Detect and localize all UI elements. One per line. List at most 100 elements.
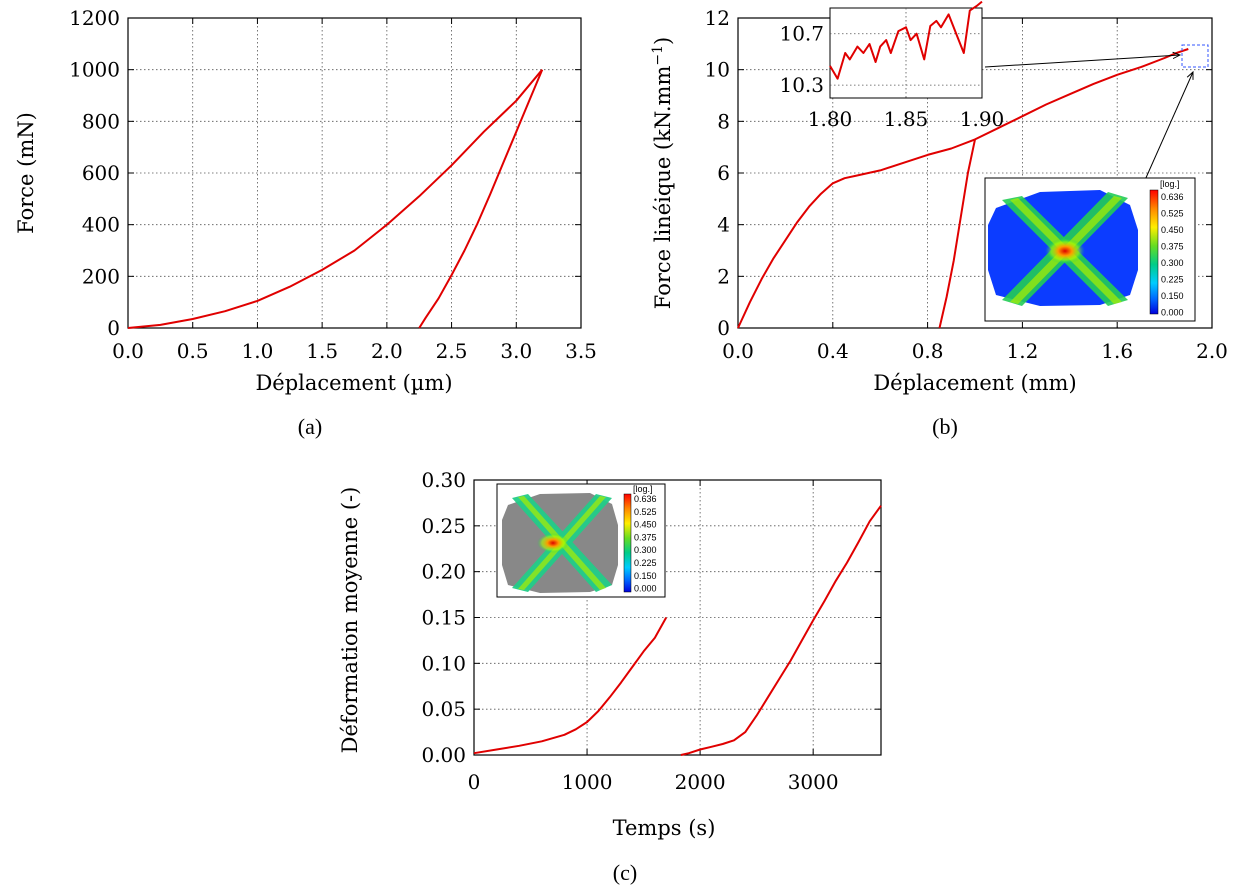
chart-c-colorbar-label: 0.300	[634, 545, 657, 555]
chart-c-xtick-label: 2000	[675, 770, 726, 794]
chart-b-series-1-line	[938, 139, 976, 329]
chart-a-series-0-line	[127, 69, 543, 329]
chart-c-ytick-label: 0.00	[421, 743, 466, 767]
chart-c-xtick-label: 0	[468, 770, 481, 794]
chart-b-xlabel: Déplacement (mm)	[873, 371, 1076, 395]
chart-a-yticks: 0 200 400 600 800 1000 1200	[69, 6, 581, 340]
chart-b-xtick-label: 1.6	[1101, 339, 1133, 363]
chart-b-xtick-label: 0.0	[722, 339, 754, 363]
chart-b-ytick-label: 6	[717, 161, 730, 185]
chart-b-ytick-label: 12	[705, 6, 730, 30]
chart-a-xtick-label: 3.0	[500, 339, 532, 363]
chart-b-map-arrow	[1144, 72, 1193, 181]
chart-a-ytick-label: 1000	[69, 58, 120, 82]
chart-c-colorbar-label: 0.225	[634, 558, 657, 568]
chart-b-colorbar-title: [log.]	[1160, 179, 1180, 189]
chart-c-xtick-label: 1000	[562, 770, 613, 794]
chart-c-colorbar-label: 0.375	[634, 532, 657, 542]
chart-b-inset-xtick-label: 1.85	[884, 107, 929, 131]
chart-b: 0.0 0.4 0.8 1.2 1.6 2.0 0 2 4 6 8 10 12 Déplacement…	[650, 0, 1228, 439]
chart-b-colorbar	[1149, 189, 1159, 315]
chart-b-strain-map: [log.] 0.636 0.525 0.450 0.375 0.300 0.225 0.1…	[984, 177, 1196, 322]
chart-a: 0.0 0.5 1.0 1.5 2.0 2.5 3.0 3.5 0 200 400 600 800 10…	[14, 6, 597, 439]
chart-c-grid	[474, 480, 881, 755]
chart-b-colorbar-label: 0.375	[1161, 242, 1184, 252]
chart-b-ytick-label: 10	[705, 58, 730, 82]
chart-a-xtick-label: 3.5	[565, 339, 597, 363]
chart-b-colorbar-label: 0.150	[1161, 291, 1184, 301]
chart-c-ytick-label: 0.20	[421, 560, 466, 584]
chart-b-inset-arrow	[984, 55, 1180, 68]
chart-b-inset-ytick-label: 10.7	[779, 22, 824, 46]
chart-b-colorbar-labels: 0.636 0.525 0.450 0.375 0.300 0.225 0.150 0.000	[1161, 192, 1184, 318]
chart-b-xtick-label: 2.0	[1196, 339, 1228, 363]
chart-a-xtick-label: 0.0	[112, 339, 144, 363]
chart-c: 0 1000 2000 3000 0.000.050.100.150.200.250.…	[338, 468, 882, 885]
chart-c-ytick-label: 0.15	[421, 606, 466, 630]
chart-c-xtick-label: 3000	[788, 770, 839, 794]
chart-b-colorbar-label: 0.636	[1161, 192, 1184, 202]
chart-b-inset: 1.80 1.85 1.90 10.3 10.7	[779, 0, 1004, 131]
chart-b-colorbar-label: 0.300	[1161, 258, 1184, 268]
chart-a-ytick-label: 600	[82, 161, 120, 185]
chart-b-colorbar-label: 0.450	[1161, 225, 1184, 235]
chart-a-ytick-label: 200	[82, 264, 120, 288]
chart-b-inset-series	[829, 0, 983, 80]
chart-b-xticks: 0.0 0.4 0.8 1.2 1.6 2.0	[722, 18, 1228, 363]
chart-b-inset-xtick-label: 1.80	[808, 107, 853, 131]
chart-c-yticks: 0.00 0.05 0.10 0.15 0.20 0.25 0.30	[421, 468, 881, 767]
chart-b-colorbar-label: 0.525	[1161, 209, 1184, 219]
chart-b-ytick-label: 8	[717, 109, 730, 133]
chart-c-ytick-label: 0.30	[421, 468, 466, 492]
chart-a-ytick-label: 400	[82, 213, 120, 237]
chart-b-xtick-label: 0.8	[912, 339, 944, 363]
chart-b-inset-line	[829, 0, 983, 80]
chart-c-series-0-line	[473, 617, 668, 755]
chart-b-ylabel-main: Force linéique (kN.mm	[651, 66, 675, 310]
chart-a-ytick-label: 800	[82, 109, 120, 133]
chart-c-xticks: 0 1000 2000 3000	[468, 480, 839, 794]
chart-c-caption: (c)	[613, 860, 637, 885]
chart-c-ytick-label: 0.05	[421, 697, 466, 721]
chart-a-xticks: 0.0 0.5 1.0 1.5 2.0 2.5 3.0 3.5	[112, 18, 597, 363]
chart-c-colorbar-title: [log.]	[633, 484, 653, 494]
chart-a-series	[127, 69, 544, 329]
chart-c-colorbar	[623, 493, 632, 593]
chart-c-colorbar-label: 0.525	[634, 507, 657, 517]
chart-b-inset-ytick-label: 10.3	[779, 73, 824, 97]
chart-c-ytick-label: 0.25	[421, 514, 466, 538]
chart-c-ylabel: Déformation moyenne (-)	[338, 487, 362, 754]
chart-b-zoom-box	[1181, 44, 1209, 68]
chart-b-ytick-label: 2	[717, 264, 730, 288]
chart-b-caption: (b)	[932, 414, 958, 439]
chart-b-inset-xtick-label: 1.90	[960, 107, 1005, 131]
chart-c-colorbar-label: 0.150	[634, 571, 657, 581]
chart-a-xtick-label: 1.5	[306, 339, 338, 363]
chart-b-inset-ticks: 1.80 1.85 1.90 10.3 10.7	[779, 22, 1004, 131]
chart-c-colorbar-labels: 0.636 0.525 0.450 0.375 0.300 0.225 0.150 0.000	[634, 494, 657, 594]
chart-a-ytick-label: 1200	[69, 6, 120, 30]
chart-c-strain-map: [log.] 0.636 0.525 0.450 0.375 0.300 0.225 0.1…	[496, 483, 666, 598]
chart-a-xlabel: Déplacement (µm)	[255, 371, 452, 395]
chart-b-map-hotspot	[1045, 238, 1085, 264]
chart-b-ylabel-sup: −1	[650, 45, 666, 66]
chart-c-xlabel: Temps (s)	[613, 816, 716, 840]
chart-a-xtick-label: 0.5	[177, 339, 209, 363]
chart-c-series	[473, 505, 882, 756]
chart-b-ylabel: Force linéique (kN.mm−1)	[650, 37, 675, 309]
chart-c-ytick-label: 0.10	[421, 651, 466, 675]
chart-c-colorbar-label: 0.000	[634, 584, 657, 594]
chart-c-colorbar-label: 0.450	[634, 520, 657, 530]
chart-b-yticks: 0 2 4 6 8 10 12	[705, 6, 1212, 340]
chart-b-inset-grid	[830, 8, 982, 98]
chart-b-ylabel-close: )	[651, 37, 675, 45]
chart-a-ylabel: Force (mN)	[14, 112, 38, 234]
chart-a-xtick-label: 1.0	[242, 339, 274, 363]
chart-c-colorbar-label: 0.636	[634, 494, 657, 504]
chart-b-colorbar-label: 0.000	[1161, 308, 1184, 318]
chart-b-xtick-label: 0.4	[817, 339, 849, 363]
chart-a-caption: (a)	[298, 414, 322, 439]
chart-b-xtick-label: 1.2	[1006, 339, 1038, 363]
chart-b-ytick-label: 0	[717, 316, 730, 340]
